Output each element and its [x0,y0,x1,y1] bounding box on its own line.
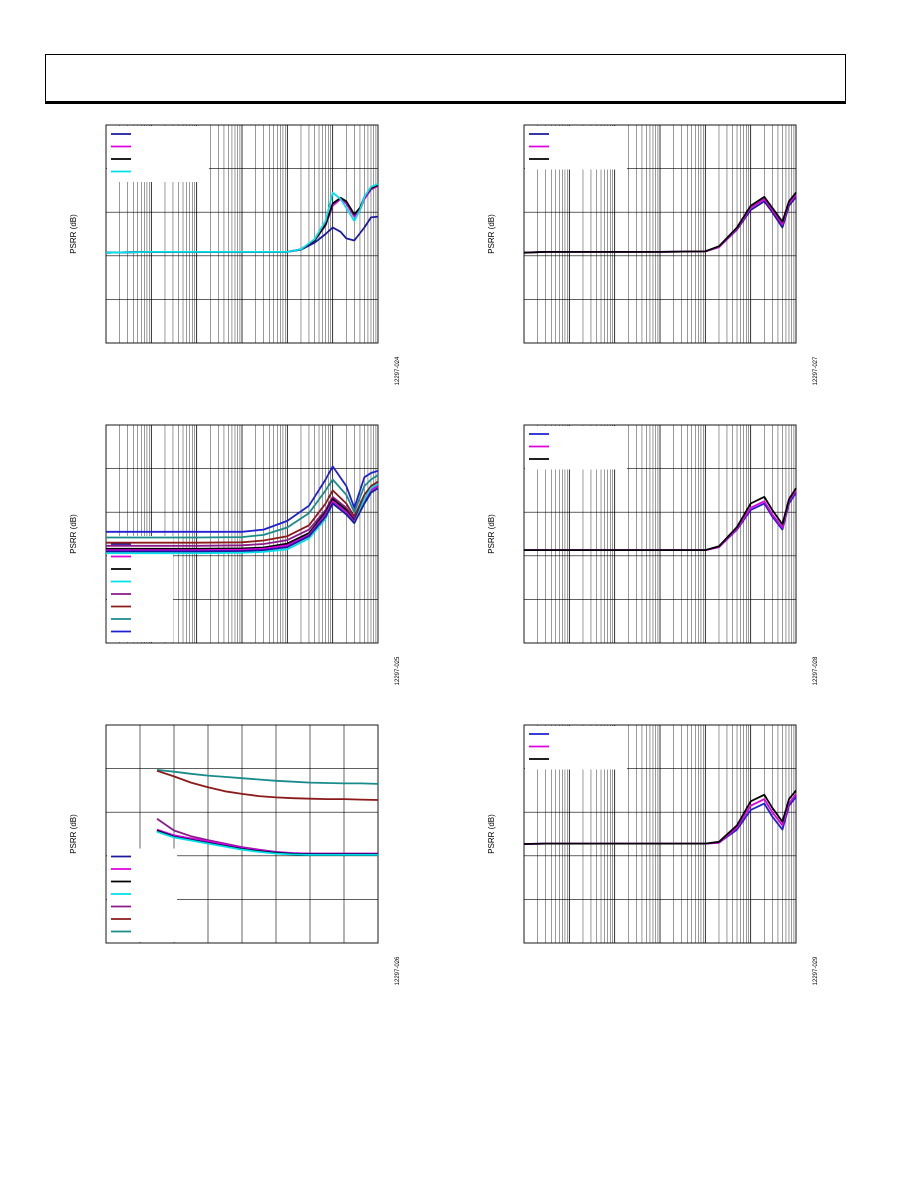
plot-frame [523,124,797,344]
series-line-3 [156,817,378,855]
header-rule [45,101,846,104]
plot-frame [523,424,797,644]
series-line-7 [106,483,379,555]
legend [107,848,177,942]
plot-frame [105,724,379,944]
legend-box [525,426,627,470]
series-line-4 [105,183,379,254]
grid [524,425,796,643]
legend [525,726,627,770]
series-line-3 [524,487,797,552]
legend [107,126,209,182]
figure-id: 12297-028 [813,656,819,685]
y-axis-label: PSRR (dB) [487,214,496,254]
legend-box [107,848,177,942]
page-header-box [45,54,846,102]
grid [106,725,378,943]
legend [525,126,627,170]
chart-bottom-right: PSRR (dB) 12297-029 [487,724,819,985]
chart-middle-right: PSRR (dB) 12297-028 [487,424,819,685]
grid [524,725,796,943]
chart-bottom-left: PSRR (dB) 12297-026 [69,724,401,985]
plot-frame [105,424,379,644]
legend-box [525,726,627,770]
legend-box [107,126,209,182]
figure-id: 12297-029 [813,956,819,985]
figure-id: 12297-024 [395,356,401,385]
y-axis-label: PSRR (dB) [69,514,78,554]
y-axis-label: PSRR (dB) [69,214,78,254]
series-line-3 [523,192,797,254]
chart-top-left: PSRR (dB) 12297-024 [69,124,401,385]
figure-id: 12297-025 [395,656,401,685]
chart-top-right: PSRR (dB) 12297-027 [487,124,819,385]
series-line-8 [106,487,379,553]
series-line-2 [106,474,379,539]
y-axis-label: PSRR (dB) [487,514,496,554]
chart-middle-left: PSRR (dB) 12297-025 [69,424,401,685]
y-axis-label: PSRR (dB) [487,814,496,854]
y-axis-label: PSRR (dB) [69,814,78,854]
series-line-3 [106,480,379,544]
series-line-2 [156,769,379,801]
series-line-3 [523,789,797,845]
series-line-1 [156,769,379,785]
plot-frame [105,124,379,344]
series-line-1 [106,465,379,533]
figure-id: 12297-027 [813,356,819,385]
plot-frame [523,724,797,944]
series-line-7 [156,830,378,856]
legend-box [525,126,627,170]
legend [525,426,627,470]
figure-id: 12297-026 [395,956,401,985]
